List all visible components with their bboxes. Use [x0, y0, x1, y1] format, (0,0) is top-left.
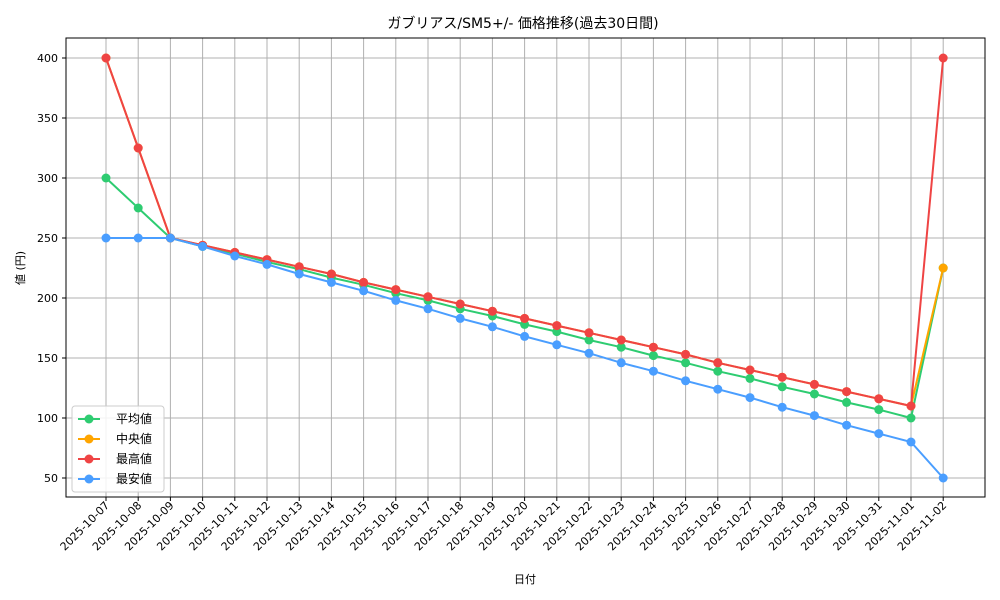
chart-title: ガブリアス/SM5+/- 価格推移(過去30日間): [387, 15, 658, 32]
y-tick-label: 150: [37, 352, 58, 365]
series-lines: [101, 53, 948, 483]
y-tick-label: 50: [44, 472, 58, 485]
legend-label: 中央値: [116, 431, 152, 446]
x-axis-label: 日付: [514, 573, 536, 586]
legend-label: 最高値: [116, 451, 152, 466]
y-tick-label: 250: [37, 232, 58, 245]
x-axis-ticks: 2025-10-072025-10-082025-10-092025-10-10…: [58, 497, 949, 553]
plot-area: [65, 37, 986, 498]
legend-label: 平均値: [116, 411, 152, 426]
y-tick-label: 100: [37, 412, 58, 425]
y-tick-label: 350: [37, 112, 58, 125]
series-最安値: [101, 233, 948, 483]
y-axis-ticks: 50 100 150 200 250 300 350 400: [37, 52, 66, 485]
y-tick-label: 200: [37, 292, 58, 305]
y-axis-label: 値 (円): [14, 251, 27, 285]
y-tick-label: 300: [37, 172, 58, 185]
legend-label: 最安値: [116, 471, 152, 486]
y-tick-label: 400: [37, 52, 58, 65]
